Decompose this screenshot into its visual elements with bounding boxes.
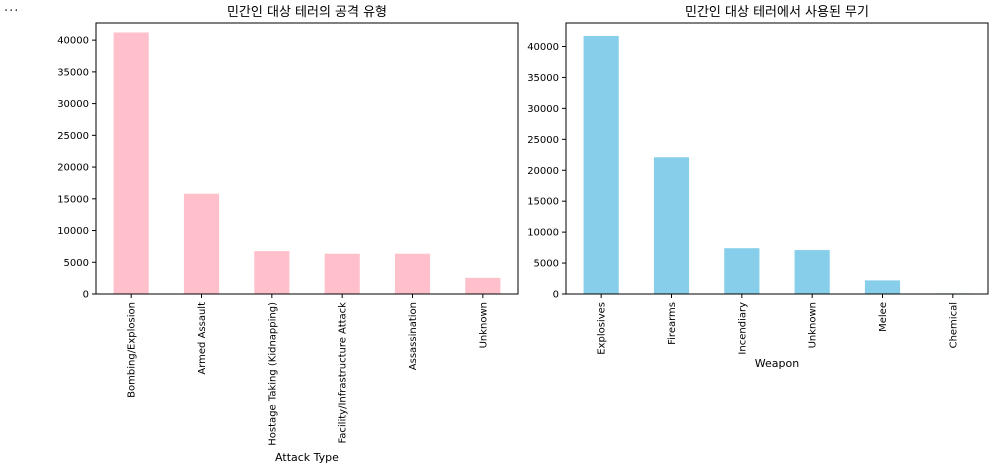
attack-bar-3 [324,253,360,294]
attack-ytick-label-3: 15000 [57,194,89,205]
weapon-xaxis-label: Weapon [755,357,799,370]
weapon-xtick-label-5: Chemical [948,302,959,348]
attack-xtick-label-5: Unknown [478,302,489,348]
weapon-chart: 민간인 대상 테러에서 사용된 무기 Explosives Firearms Ince… [527,5,989,370]
attack-xtick-label-1: Armed Assault [197,302,208,375]
weapon-ytick-label-5: 25000 [527,135,559,146]
weapon-ytick-label-3: 15000 [527,197,559,208]
weapon-bar-1 [653,157,690,294]
attack-ytick-label-8: 40000 [57,36,89,47]
attack-bar-1 [183,193,220,294]
attack-bar-2 [254,251,290,294]
weapon-xtick-label-0: Explosives [597,302,608,355]
attack-bar-5 [465,277,501,294]
weapon-chart-title: 민간인 대상 테러에서 사용된 무기 [685,5,869,20]
attack-ytick-label-0: 0 [83,290,89,301]
weapon-bar-2 [724,248,760,294]
weapon-ytick-label-6: 30000 [527,104,559,115]
attack-bar-0 [113,32,149,295]
weapon-xtick-label-3: Unknown [808,302,819,348]
attack-plot-frame [95,22,519,295]
weapon-ytick-label-8: 40000 [527,42,559,53]
weapon-ytick-label-1: 5000 [534,259,559,270]
attack-ytick-label-7: 35000 [57,67,89,78]
attack-chart-title: 민간인 대상 테러의 공격 유형 [227,5,387,20]
attack-bar-4 [394,253,431,294]
attack-xaxis-label: Attack Type [275,451,339,464]
attack-xtick-label-4: Assassination [408,302,419,370]
attack-ytick-label-1: 5000 [64,258,89,269]
weapon-ytick-label-4: 20000 [527,166,559,177]
attack-xtick-label-2: Hostage Taking (Kidnapping) [267,302,278,446]
attack-ytick-label-5: 25000 [57,131,89,142]
attack-chart: 민간인 대상 테러의 공격 유형 Bombing/Explosion Armed A… [57,5,519,464]
output-prompt-ellipsis: ... [4,0,20,15]
attack-xtick-label-3: Facility/Infrastructure Attack [338,302,349,444]
weapon-xtick-label-4: Melee [878,302,889,332]
weapon-bar-4 [864,280,901,294]
weapon-xtick-label-1: Firearms [667,302,678,345]
weapon-xtick-label-2: Incendiary [737,302,748,355]
attack-ytick-label-2: 10000 [57,226,89,237]
weapon-ytick-label-2: 10000 [527,228,559,239]
weapon-bar-0 [583,35,619,294]
attack-ytick-label-4: 20000 [57,163,89,174]
attack-xtick-label-0: Bombing/Explosion [127,302,138,398]
weapon-plot-frame [565,22,989,295]
attack-ytick-label-6: 30000 [57,99,89,110]
weapon-ytick-label-7: 35000 [527,73,559,84]
weapon-bar-3 [794,250,830,294]
weapon-ytick-label-0: 0 [553,290,559,301]
